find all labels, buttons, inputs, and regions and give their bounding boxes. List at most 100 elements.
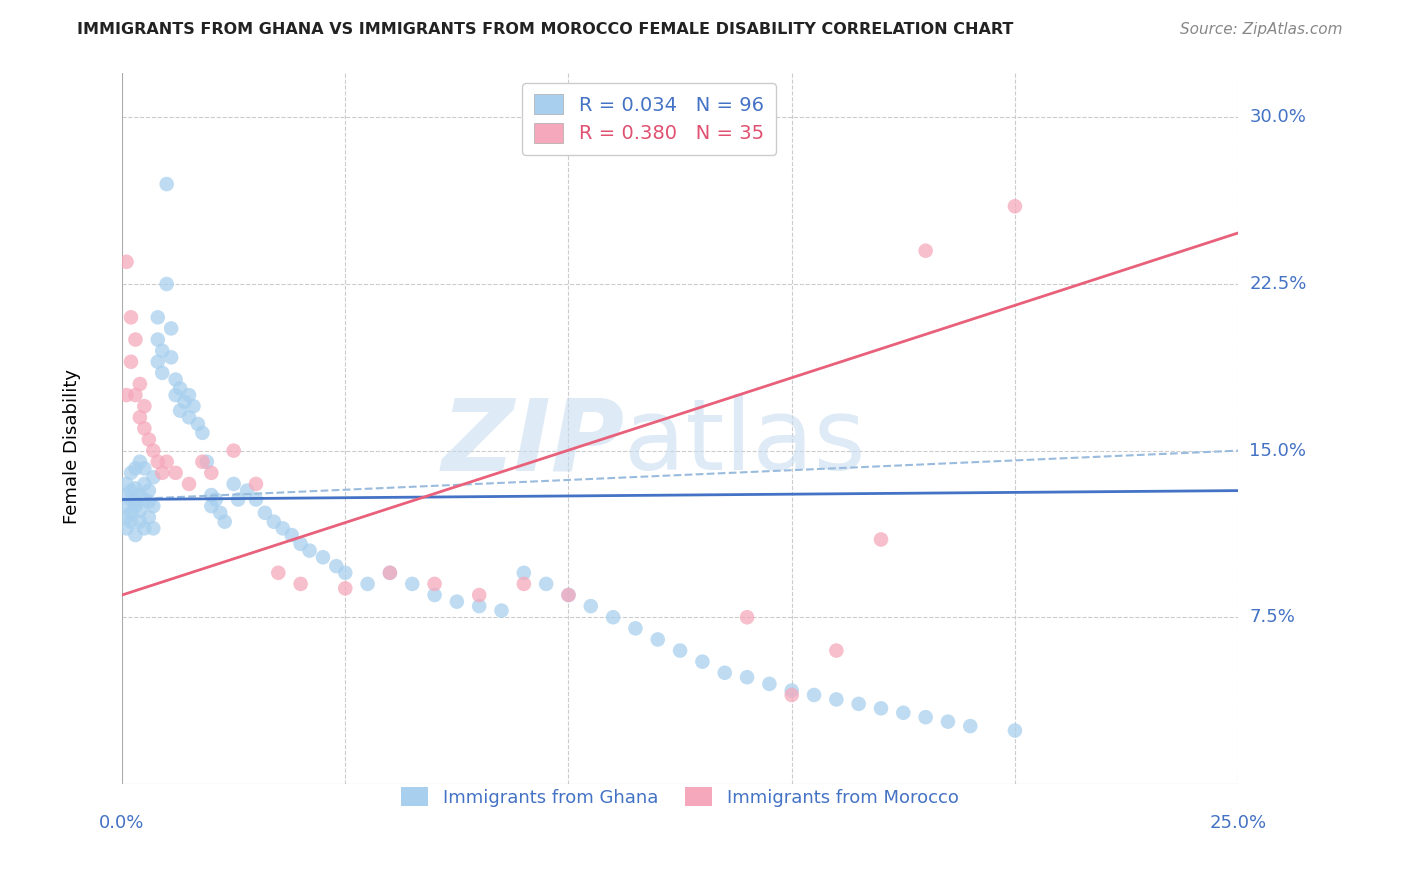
Point [134, 399, 156, 413]
Text: ZIP: ZIP [441, 394, 624, 491]
Point [129, 410, 152, 425]
Point [124, 499, 146, 513]
Point [200, 499, 222, 513]
Point [142, 521, 165, 535]
Point [312, 550, 335, 565]
Point [138, 494, 160, 508]
Point [669, 643, 692, 657]
Point [245, 477, 267, 491]
Point [290, 537, 312, 551]
Point [129, 515, 152, 529]
Point [222, 443, 245, 458]
Point [491, 603, 513, 617]
Point [236, 483, 259, 498]
Point [146, 455, 169, 469]
Point [142, 499, 165, 513]
Text: 7.5%: 7.5% [1250, 608, 1295, 626]
Point [120, 355, 142, 369]
Point [290, 577, 312, 591]
Point [120, 492, 142, 507]
Point [825, 643, 848, 657]
Point [146, 355, 169, 369]
Point [263, 515, 285, 529]
Point [115, 488, 138, 502]
Point [134, 477, 156, 491]
Point [156, 277, 179, 291]
Point [401, 577, 423, 591]
Point [160, 321, 183, 335]
Point [115, 510, 138, 524]
Point [120, 310, 142, 325]
Point [142, 470, 165, 484]
Point [191, 455, 214, 469]
Point [138, 483, 160, 498]
Point [138, 510, 160, 524]
Point [134, 521, 156, 535]
Point [803, 688, 825, 702]
Point [914, 244, 936, 258]
Point [187, 417, 209, 431]
Point [692, 655, 714, 669]
Text: atlas: atlas [624, 394, 866, 491]
Point [602, 610, 624, 624]
Point [195, 455, 218, 469]
Point [120, 466, 142, 480]
Point [134, 461, 156, 475]
Point [914, 710, 936, 724]
Point [298, 543, 321, 558]
Point [848, 697, 870, 711]
Legend: Immigrants from Ghana, Immigrants from Morocco: Immigrants from Ghana, Immigrants from M… [394, 780, 966, 814]
Point [124, 528, 146, 542]
Point [513, 577, 536, 591]
Point [177, 388, 200, 402]
Point [204, 492, 226, 507]
Point [124, 494, 146, 508]
Point [134, 421, 156, 435]
Point [378, 566, 401, 580]
Point [115, 499, 138, 513]
Point [156, 455, 179, 469]
Point [468, 588, 491, 602]
Text: 15.0%: 15.0% [1250, 442, 1306, 459]
Point [150, 466, 173, 480]
Point [115, 477, 138, 491]
Point [146, 310, 169, 325]
Point [120, 483, 142, 498]
Point [378, 566, 401, 580]
Point [936, 714, 959, 729]
Point [129, 488, 152, 502]
Point [713, 665, 735, 680]
Point [138, 433, 160, 447]
Point [579, 599, 602, 614]
Point [134, 492, 156, 507]
Point [267, 566, 290, 580]
Point [142, 443, 165, 458]
Point [1004, 723, 1026, 738]
Point [165, 466, 187, 480]
Point [624, 621, 647, 635]
Point [150, 343, 173, 358]
Point [177, 410, 200, 425]
Point [513, 566, 536, 580]
Point [534, 577, 557, 591]
Point [226, 492, 249, 507]
Point [124, 482, 146, 496]
Point [1004, 199, 1026, 213]
Point [165, 372, 187, 386]
Point [115, 521, 138, 535]
Point [735, 670, 758, 684]
Point [335, 582, 357, 596]
Point [647, 632, 669, 647]
Point [169, 381, 191, 395]
Point [124, 388, 146, 402]
Point [335, 566, 357, 580]
Point [177, 477, 200, 491]
Text: IMMIGRANTS FROM GHANA VS IMMIGRANTS FROM MOROCCO FEMALE DISABILITY CORRELATION C: IMMIGRANTS FROM GHANA VS IMMIGRANTS FROM… [77, 22, 1014, 37]
Point [129, 503, 152, 517]
Text: 0.0%: 0.0% [100, 814, 145, 832]
Point [214, 515, 236, 529]
Point [156, 177, 179, 191]
Point [200, 466, 222, 480]
Point [735, 610, 758, 624]
Point [120, 515, 142, 529]
